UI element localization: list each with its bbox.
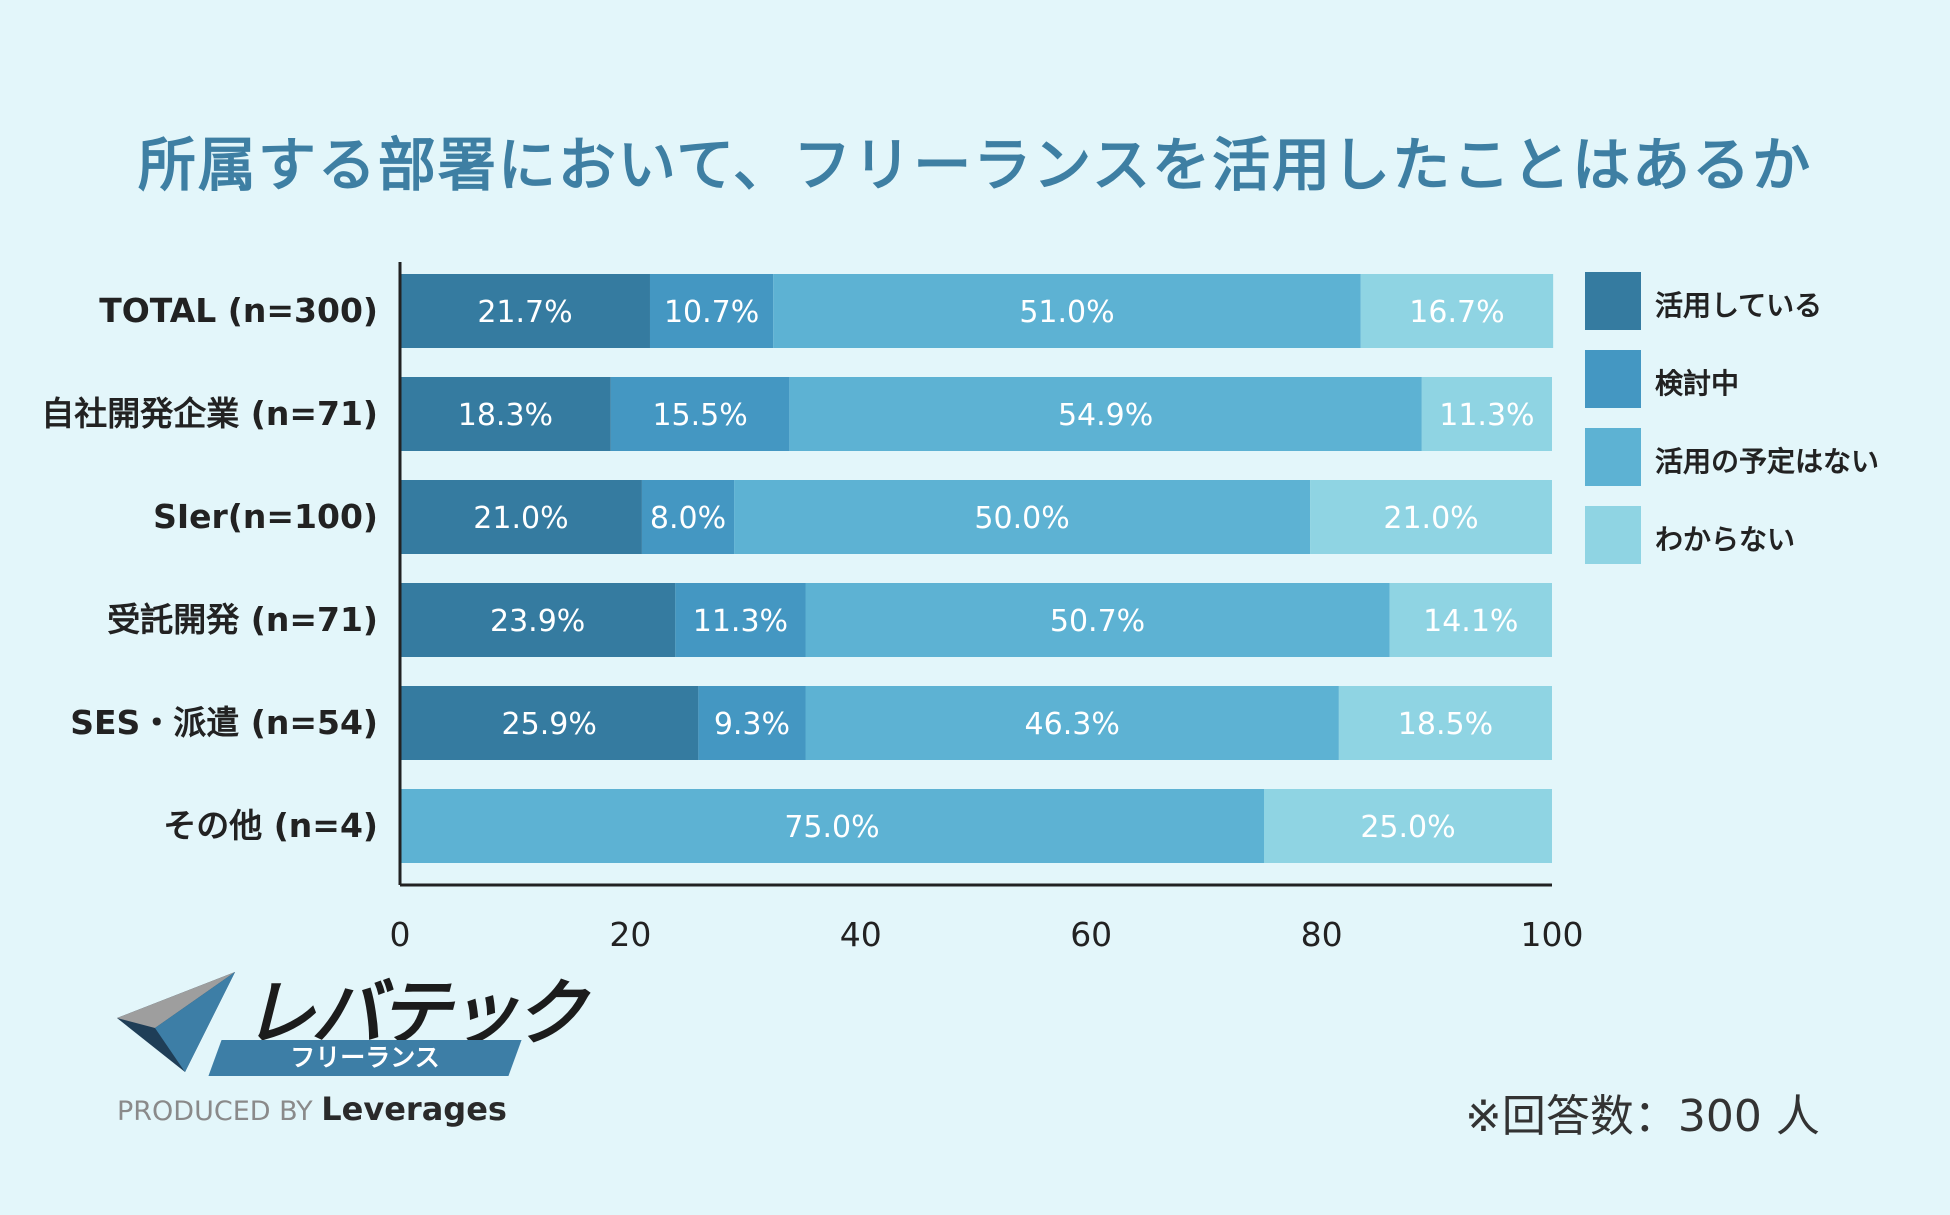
bar-segment — [610, 377, 790, 451]
data-label: 25.0% — [1360, 810, 1455, 845]
x-tick-label: 40 — [840, 915, 882, 954]
bar-segment — [734, 480, 1311, 554]
data-label: 51.0% — [1019, 295, 1114, 330]
legend-label: わからない — [1655, 523, 1796, 556]
x-tick-label: 80 — [1301, 915, 1343, 954]
bar-segment — [1421, 377, 1552, 451]
data-label: 11.3% — [693, 604, 788, 639]
data-label: 10.7% — [664, 295, 759, 330]
category-label: その他 (n=4) — [163, 806, 378, 845]
bar-segment — [675, 583, 806, 657]
data-label: 21.0% — [473, 501, 568, 536]
data-label: 23.9% — [490, 604, 585, 639]
data-label: 18.5% — [1398, 707, 1493, 742]
bar-segment — [1360, 274, 1554, 348]
bar-segment — [641, 480, 735, 554]
legend-item-yotei-nai: 活用の予定はない — [1585, 428, 1925, 486]
data-label: 75.0% — [784, 810, 879, 845]
bar-segment — [400, 583, 676, 657]
x-tick-label: 60 — [1070, 915, 1112, 954]
x-tick-label: 0 — [390, 915, 411, 954]
logo-arrow-icon — [117, 972, 235, 1072]
category-label: SES・派遣 (n=54) — [70, 703, 378, 742]
bar-segment — [1389, 583, 1552, 657]
bar-segment — [1264, 789, 1552, 863]
data-label: 25.9% — [502, 707, 597, 742]
category-label: TOTAL (n=300) — [99, 291, 378, 330]
data-label: 46.3% — [1025, 707, 1120, 742]
bar-segment — [805, 583, 1390, 657]
produced-by-label: PRODUCED BY — [117, 1096, 313, 1127]
logo-sub: フリーランス — [290, 1043, 440, 1072]
x-tick-label: 20 — [609, 915, 651, 954]
data-label: 21.0% — [1383, 501, 1478, 536]
category-label: 受託開発 (n=71) — [107, 600, 378, 639]
levtech-logo: レバテック フリーランス PRODUCED BY Leverages — [115, 968, 587, 1128]
bar-segment — [1310, 480, 1552, 554]
bar-segment — [400, 480, 642, 554]
legend-swatch — [1585, 350, 1641, 408]
data-label: 9.3% — [714, 707, 790, 742]
bar-segment — [698, 686, 806, 760]
data-label: 50.0% — [974, 501, 1069, 536]
bar-segment — [649, 274, 774, 348]
bar-segment — [400, 274, 650, 348]
bar-segment — [805, 686, 1339, 760]
legend-label: 検討中 — [1655, 367, 1740, 400]
data-label: 21.7% — [477, 295, 572, 330]
chart-title: 所属する部署において、フリーランスを活用したことはあるか — [137, 131, 1813, 199]
bar-segment — [1338, 686, 1552, 760]
legend-item-wakaranai: わからない — [1585, 506, 1925, 564]
bar-segment — [400, 686, 699, 760]
category-label: 自社開発企業 (n=71) — [41, 394, 378, 433]
data-label: 50.7% — [1050, 604, 1145, 639]
bar-segment — [400, 377, 611, 451]
data-label: 54.9% — [1058, 398, 1153, 433]
legend-label: 活用の予定はない — [1655, 445, 1880, 478]
response-count-note: ※回答数：300 人 — [1465, 1091, 1820, 1142]
legend-swatch — [1585, 272, 1641, 330]
legend-item-katsuyou: 活用している — [1585, 272, 1925, 330]
bar-segment — [789, 377, 1422, 451]
bar-segment — [773, 274, 1361, 348]
legend-item-kentou: 検討中 — [1585, 350, 1925, 408]
data-label: 8.0% — [650, 501, 726, 536]
data-label: 14.1% — [1423, 604, 1518, 639]
legend-label: 活用している — [1655, 289, 1823, 322]
legend-swatch — [1585, 428, 1641, 486]
x-tick-label: 100 — [1521, 915, 1584, 954]
logo-produced-by: PRODUCED BY Leverages — [117, 1090, 507, 1128]
bar-segment — [400, 789, 1264, 863]
data-label: 16.7% — [1409, 295, 1504, 330]
legend-swatch — [1585, 506, 1641, 564]
data-label: 15.5% — [652, 398, 747, 433]
category-label: SIer(n=100) — [153, 497, 378, 536]
data-label: 18.3% — [458, 398, 553, 433]
company-name: Leverages — [321, 1090, 507, 1128]
data-label: 11.3% — [1439, 398, 1534, 433]
